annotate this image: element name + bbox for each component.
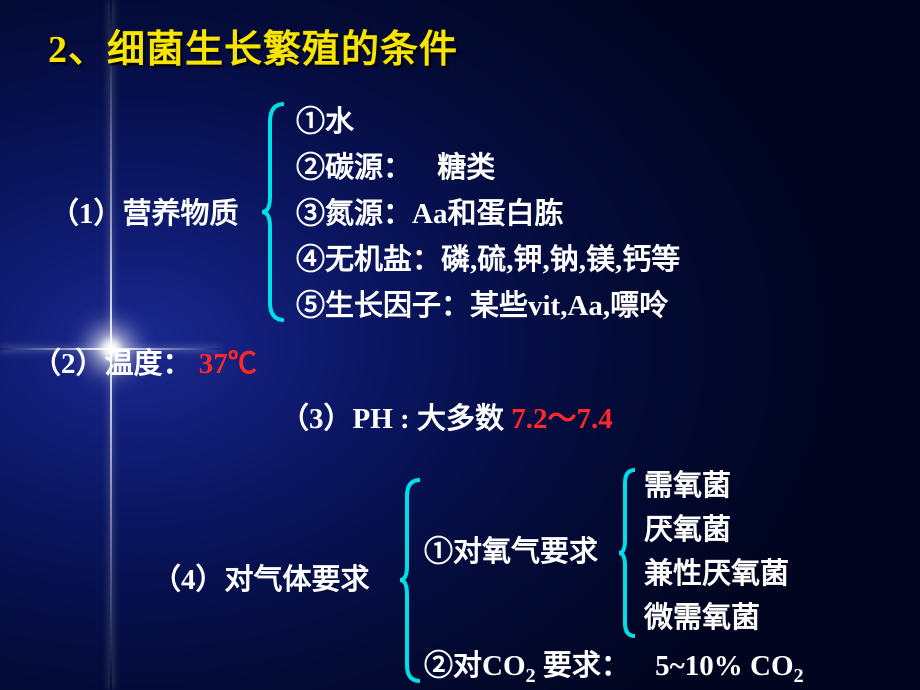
brace-section1 <box>260 102 286 322</box>
section3-label: （3）PH : <box>280 403 410 435</box>
s4-sub1-b: 厌氧菌 <box>644 516 731 545</box>
s1-item5: ⑤生长因子：某些vit,Aa,嘌呤 <box>296 292 668 321</box>
section2-label: （2）温度： <box>32 348 192 380</box>
s4-sub1-a: 需氧菌 <box>644 472 731 501</box>
slide-title: 2、细菌生长繁殖的条件 <box>0 18 920 73</box>
section2: （2）温度： 37℃ <box>32 350 257 379</box>
section2-value: 37℃ <box>199 348 257 380</box>
s4-sub2-labelsub: 2 <box>526 665 536 687</box>
brace-sub1 <box>617 468 637 638</box>
s4-sub1-label: ①对氧气要求 <box>424 538 598 567</box>
s4-sub2-mid: 要求： <box>543 650 630 682</box>
s1-item3: ③氮源：Aa和蛋白胨 <box>296 200 563 229</box>
section3-value: 7.2～7.4 <box>511 403 613 435</box>
section4-label: （4）对气体要求 <box>152 566 370 595</box>
s4-sub1-c: 兼性厌氧菌 <box>644 560 789 589</box>
s1-item2b: 糖类 <box>437 152 495 184</box>
section3: （3）PH : 大多数 7.2～7.4 <box>280 405 613 434</box>
s4-sub1-d: 微需氧菌 <box>644 604 760 633</box>
s4-sub2-label: ②对CO <box>424 650 526 682</box>
brace-section4 <box>398 478 422 683</box>
s4-sub2-value: 5~10% CO <box>655 650 793 682</box>
s1-item4: ④无机盐：磷,硫,钾,钠,镁,钙等 <box>296 246 680 275</box>
section3-mid: 大多数 <box>417 403 504 435</box>
slide-content: 2、细菌生长繁殖的条件 （1）营养物质 ①水 ②碳源： 糖类 ③氮源：Aa和蛋白… <box>0 0 920 690</box>
s1-item1: ①水 <box>296 108 354 137</box>
s4-sub2: ②对CO2 要求： 5~10% CO2 <box>424 652 804 686</box>
s1-item2a: ②碳源： <box>296 152 412 184</box>
s4-sub2-valuesub: 2 <box>794 665 804 687</box>
s1-item2: ②碳源： 糖类 <box>296 154 495 183</box>
section1-label: （1）营养物质 <box>50 200 239 229</box>
